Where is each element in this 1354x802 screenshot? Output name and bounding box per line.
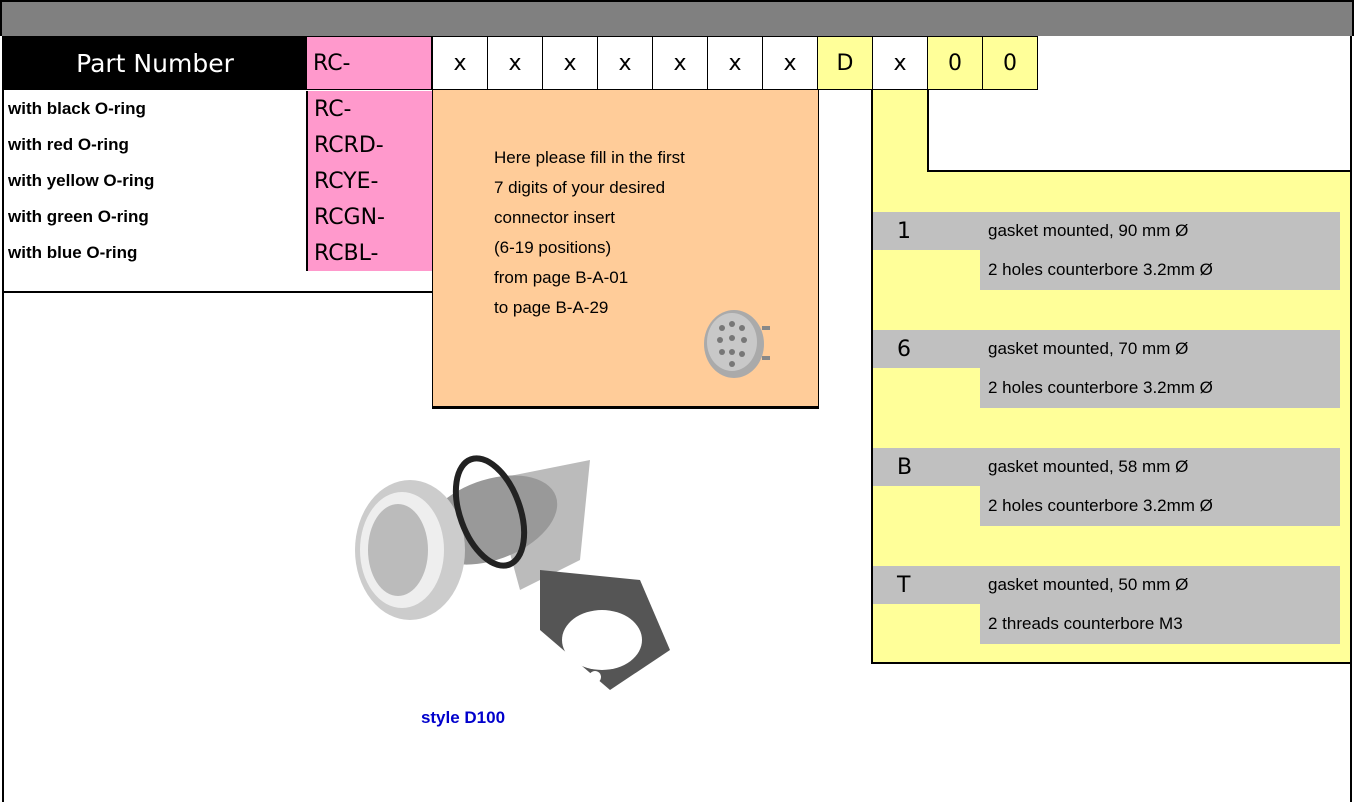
digit-cell: x [707, 36, 763, 90]
oring-label: with black O-ring [8, 99, 146, 118]
mount-line: 2 holes counterbore 3.2mm Ø [980, 368, 1340, 408]
mount-line: gasket mounted, 58 mm Ø [980, 448, 1340, 486]
mount-line: gasket mounted, 50 mm Ø [980, 566, 1340, 604]
product-image [355, 455, 670, 690]
oring-code: RCBL- [306, 235, 432, 271]
digit-cell: x [762, 36, 818, 90]
mount-code: 1 [873, 212, 980, 250]
mount-line: 2 holes counterbore 3.2mm Ø [980, 250, 1340, 290]
digit-cell: x [597, 36, 653, 90]
oring-table [4, 90, 432, 293]
mount-line: 2 holes counterbore 3.2mm Ø [980, 486, 1340, 526]
mount-line: gasket mounted, 70 mm Ø [980, 330, 1340, 368]
mount-line: gasket mounted, 90 mm Ø [980, 212, 1340, 250]
oring-code: RCRD- [306, 127, 432, 163]
insert-note: 7 digits of your desired [494, 178, 666, 197]
oring-code: RCYE- [306, 163, 432, 199]
mount-line: 2 threads counterbore M3 [980, 604, 1340, 644]
insert-image [704, 310, 770, 378]
insert-note: Here please fill in the first [494, 148, 685, 167]
mount-code: B [873, 448, 980, 486]
mount-code: 6 [873, 330, 980, 368]
oring-label: with green O-ring [8, 207, 149, 226]
part-number-label: Part Number [4, 36, 306, 90]
part-number-prefix: RC- [306, 36, 432, 90]
insert-note: (6-19 positions) [494, 238, 612, 257]
oring-label: with blue O-ring [8, 243, 138, 262]
digit-cell: x [872, 36, 928, 90]
frame [2, 36, 1352, 802]
insert-note: to page B-A-29 [494, 298, 609, 317]
mount-code: T [873, 566, 980, 604]
insert-note: from page B-A-01 [494, 268, 629, 287]
mount-line [927, 170, 1350, 172]
oring-code: RCGN- [306, 199, 432, 235]
oring-code: RC- [306, 91, 432, 127]
digit-cell: x [487, 36, 543, 90]
image-caption: style D100 [420, 708, 506, 727]
digit-cell: x [542, 36, 598, 90]
digit-cell: 0 [927, 36, 983, 90]
oring-label: with yellow O-ring [8, 171, 155, 190]
digit-cell: 0 [982, 36, 1038, 90]
mount-strip [871, 90, 929, 172]
digit-cell: x [432, 36, 488, 90]
insert-note: connector insert [494, 208, 615, 227]
digit-cell: D [817, 36, 873, 90]
top-bar [0, 0, 1354, 36]
oring-label: with red O-ring [8, 135, 129, 154]
digit-cell: x [652, 36, 708, 90]
